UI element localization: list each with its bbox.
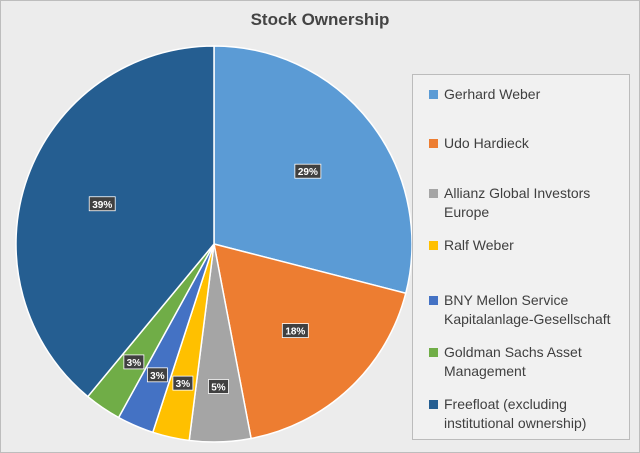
chart-title: Stock Ownership bbox=[250, 10, 390, 29]
legend-swatch bbox=[429, 400, 438, 409]
svg-text:3%: 3% bbox=[176, 379, 191, 390]
data-label: 5% bbox=[208, 379, 229, 394]
legend-swatch bbox=[429, 348, 438, 357]
data-label: 18% bbox=[281, 323, 309, 339]
svg-text:39%: 39% bbox=[92, 200, 112, 211]
legend-item-allianz: Allianz Global Investors Europe bbox=[429, 184, 625, 222]
legend-label: Goldman Sachs Asset Management bbox=[444, 344, 582, 379]
legend-item-goldman-sachs: Goldman Sachs Asset Management bbox=[429, 343, 625, 381]
pie-slice bbox=[15, 45, 215, 398]
legend-label: Udo Hardieck bbox=[444, 135, 529, 151]
legend: Gerhard Weber Udo Hardieck Allianz Globa… bbox=[412, 74, 630, 440]
legend-label: Gerhard Weber bbox=[444, 86, 541, 102]
svg-text:3%: 3% bbox=[127, 358, 142, 369]
legend-label: BNY Mellon Service Kapitalanlage-Gesells… bbox=[444, 292, 611, 327]
legend-item-gerhard-weber: Gerhard Weber bbox=[429, 85, 625, 104]
legend-item-freefloat: Freefloat (excluding institutional owner… bbox=[429, 395, 625, 433]
svg-text:18%: 18% bbox=[285, 327, 305, 338]
data-label: 29% bbox=[294, 163, 322, 179]
pie-slice bbox=[213, 242, 407, 440]
data-label: 3% bbox=[146, 367, 168, 383]
data-label: 3% bbox=[172, 375, 194, 391]
legend-label: Freefloat (excluding institutional owner… bbox=[444, 396, 587, 431]
svg-text:3%: 3% bbox=[150, 371, 165, 382]
legend-swatch bbox=[429, 189, 438, 198]
legend-item-ralf-weber: Ralf Weber bbox=[429, 236, 625, 255]
legend-item-udo-hardieck: Udo Hardieck bbox=[429, 134, 625, 153]
legend-swatch bbox=[429, 296, 438, 305]
legend-swatch bbox=[429, 139, 438, 148]
legend-swatch bbox=[429, 90, 438, 99]
legend-label: Ralf Weber bbox=[444, 237, 514, 253]
legend-swatch bbox=[429, 241, 438, 250]
svg-text:5%: 5% bbox=[211, 382, 226, 393]
data-label: 39% bbox=[88, 196, 116, 212]
legend-item-bny-mellon: BNY Mellon Service Kapitalanlage-Gesells… bbox=[429, 291, 625, 329]
data-label: 3% bbox=[123, 354, 145, 370]
legend-label: Allianz Global Investors Europe bbox=[444, 185, 591, 220]
svg-text:29%: 29% bbox=[298, 167, 318, 178]
